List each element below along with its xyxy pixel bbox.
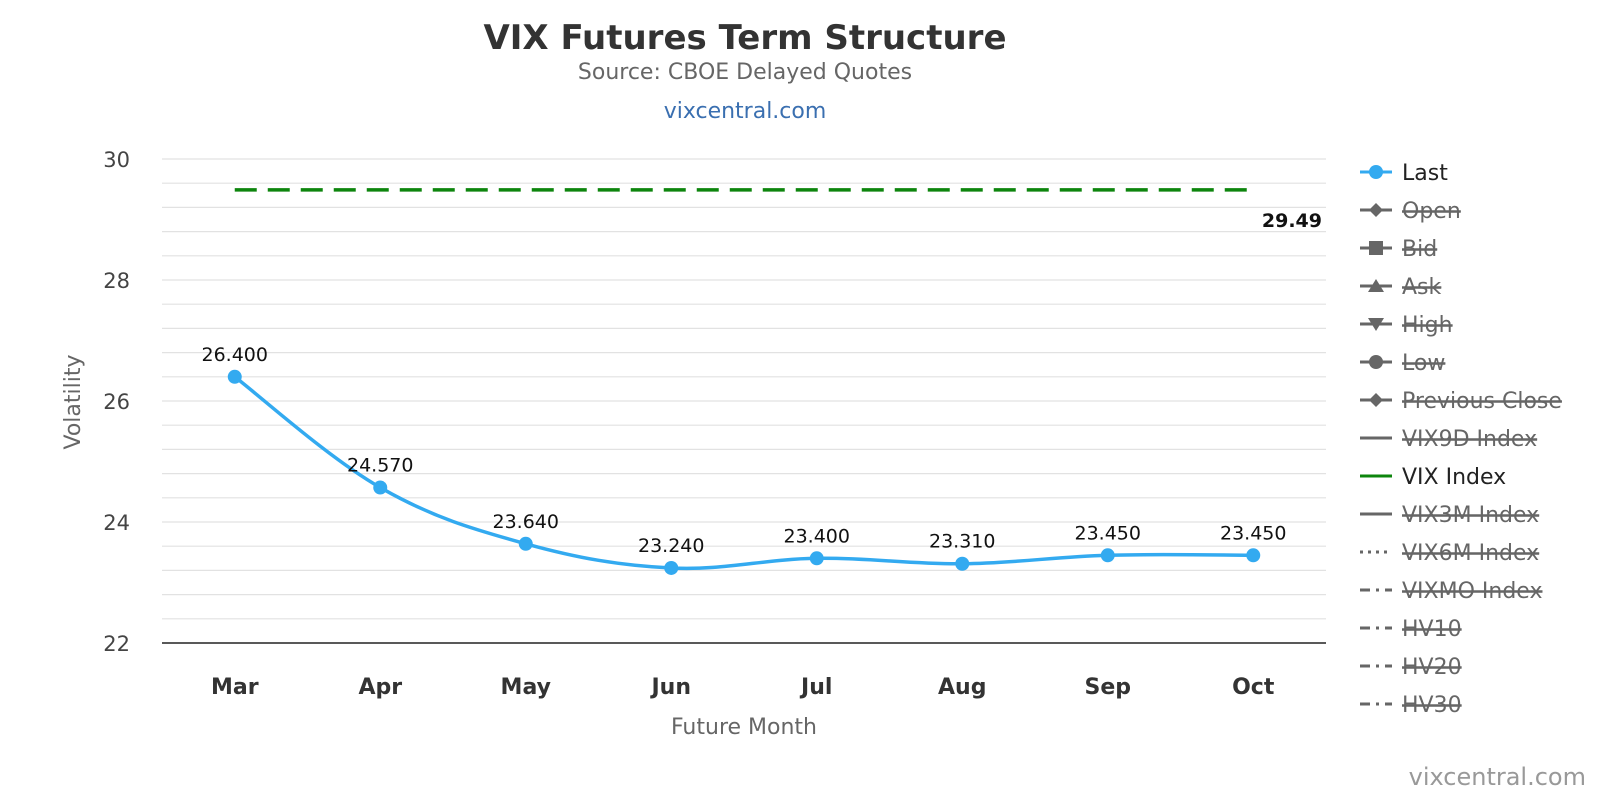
legend-item[interactable]: VIXMO Index xyxy=(1360,579,1543,604)
legend-marker xyxy=(1369,241,1383,255)
data-point-last[interactable] xyxy=(1246,548,1261,563)
data-label-last: 23.450 xyxy=(1075,522,1141,544)
data-point-last[interactable] xyxy=(1100,548,1115,563)
source-link[interactable]: vixcentral.com xyxy=(664,99,827,124)
x-tick-label: Sep xyxy=(1084,675,1131,700)
legend-marker xyxy=(1369,355,1383,369)
y-tick-label: 28 xyxy=(103,269,130,293)
credit-text[interactable]: vixcentral.com xyxy=(1409,763,1586,791)
legend-marker xyxy=(1369,393,1383,407)
legend-label: VIX Index xyxy=(1402,465,1506,490)
legend-item[interactable]: HV30 xyxy=(1360,693,1462,718)
x-tick-label: Jul xyxy=(799,675,832,700)
legend-item[interactable]: VIX6M Index xyxy=(1360,541,1540,566)
legend-marker xyxy=(1368,279,1384,292)
data-point-last[interactable] xyxy=(518,536,533,551)
data-label-last: 24.570 xyxy=(347,455,413,477)
legend[interactable]: Last Open Bid Ask High Low Previous Close VIX9D… xyxy=(1360,161,1562,718)
y-tick-label: 22 xyxy=(103,632,130,656)
data-label-last: 23.400 xyxy=(784,525,850,547)
chart-title: VIX Futures Term Structure xyxy=(483,18,1006,58)
legend-item[interactable]: VIX Index xyxy=(1360,465,1506,490)
legend-item[interactable]: Ask xyxy=(1360,275,1442,300)
legend-marker xyxy=(1368,318,1384,331)
y-tick-label: 24 xyxy=(103,511,130,535)
data-point-last[interactable] xyxy=(373,480,388,495)
x-tick-label: Oct xyxy=(1232,675,1275,700)
vix-index-value-label: 29.49 xyxy=(1262,210,1322,232)
data-point-last[interactable] xyxy=(227,369,242,384)
x-tick-label: Mar xyxy=(211,675,259,700)
series-line-last xyxy=(233,375,1254,571)
x-axis-label: Future Month xyxy=(671,715,817,740)
chart-subtitle: Source: CBOE Delayed Quotes xyxy=(578,60,912,85)
data-point-last[interactable] xyxy=(664,560,679,575)
x-tick-label: Aug xyxy=(938,675,986,700)
x-tick-label: May xyxy=(501,675,551,700)
y-tick-label: 30 xyxy=(103,148,130,172)
legend-item[interactable]: HV20 xyxy=(1360,655,1462,680)
data-label-last: 23.240 xyxy=(638,535,704,557)
data-label-last: 23.640 xyxy=(493,511,559,533)
legend-item[interactable]: Bid xyxy=(1360,237,1438,262)
legend-marker xyxy=(1369,203,1383,217)
y-axis-label: Volatility xyxy=(61,354,86,449)
y-axis-ticks: 22 24 26 28 30 xyxy=(103,148,130,656)
data-label-last: 23.310 xyxy=(929,531,995,553)
data-label-last: 26.400 xyxy=(202,344,268,366)
legend-item[interactable]: High xyxy=(1360,313,1453,338)
legend-label: Last xyxy=(1402,161,1448,186)
legend-item[interactable]: VIX9D Index xyxy=(1360,427,1538,452)
x-tick-label: Apr xyxy=(358,675,402,700)
legend-item[interactable]: Open xyxy=(1360,199,1461,224)
data-label-last: 23.450 xyxy=(1220,522,1286,544)
plot-area: 29.49 26.400 24.570 23.640 23.240 23.400 23.31… xyxy=(202,188,1322,575)
data-point-last[interactable] xyxy=(955,556,970,571)
y-tick-label: 26 xyxy=(103,390,130,414)
legend-item[interactable]: Low xyxy=(1360,351,1445,376)
x-axis-ticks: Mar Apr May Jun Jul Aug Sep Oct xyxy=(211,675,1275,700)
x-tick-label: Jun xyxy=(649,675,691,700)
legend-item[interactable]: HV10 xyxy=(1360,617,1462,642)
legend-item[interactable]: Last xyxy=(1360,161,1448,186)
legend-marker xyxy=(1369,165,1383,179)
legend-item[interactable]: Previous Close xyxy=(1360,389,1562,414)
grid-lines xyxy=(162,158,1326,620)
legend-item[interactable]: VIX3M Index xyxy=(1360,503,1540,528)
data-point-last[interactable] xyxy=(809,551,824,566)
